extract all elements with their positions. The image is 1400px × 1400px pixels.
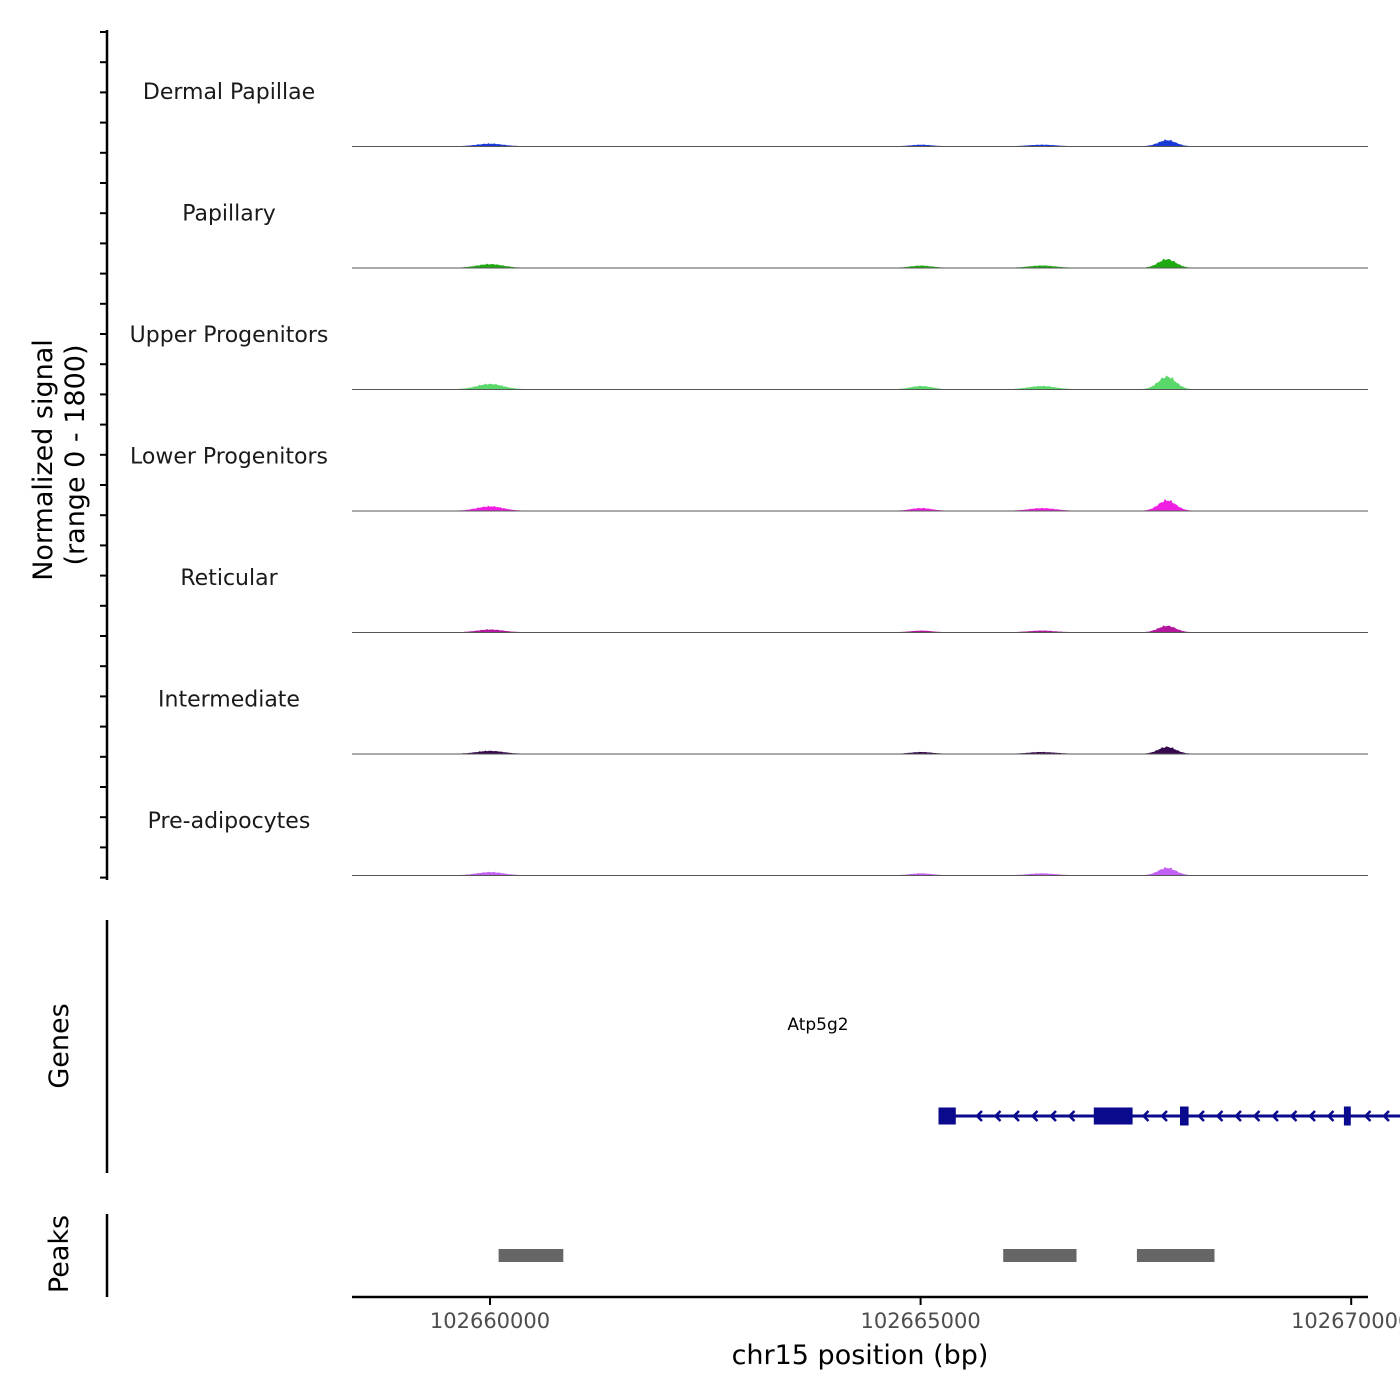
gene-exon [938, 1107, 956, 1125]
peaks-y-label: Peaks [44, 1215, 75, 1293]
strand-arrow [1049, 1110, 1057, 1122]
strand-arrow [993, 1110, 1002, 1122]
gene-model [938, 1106, 1400, 1126]
track-pre-adipocytes: Pre-adipocytes [148, 809, 1368, 876]
track-label: Papillary [182, 202, 276, 227]
track-label: Pre-adipocytes [148, 809, 311, 834]
genes-y-label: Genes [44, 1003, 75, 1088]
strand-arrow [1308, 1110, 1316, 1122]
x-axis: 1026600001026650001026700001026750001026… [352, 1295, 1400, 1333]
track-label: Lower Progenitors [130, 445, 328, 470]
track-label: Dermal Papillae [143, 80, 315, 105]
gene-exon [1343, 1106, 1351, 1126]
strand-arrow [1363, 1110, 1372, 1122]
peak-region [1003, 1249, 1077, 1262]
x-tick-label: 102670000 [1291, 1309, 1400, 1333]
peak-regions [498, 1249, 1215, 1262]
track-label: Upper Progenitors [130, 323, 329, 348]
strand-arrow [1141, 1110, 1150, 1122]
coverage-area [352, 498, 1368, 512]
track-label: Reticular [180, 566, 278, 591]
track-papillary: Papillary [182, 202, 1368, 269]
coverage-area [352, 258, 1368, 269]
coverage-area [352, 139, 1368, 147]
track-label: Intermediate [158, 688, 300, 713]
strand-arrow [1197, 1110, 1205, 1122]
coverage-area [352, 746, 1368, 755]
peak-region [1136, 1249, 1215, 1262]
strand-arrow [1382, 1110, 1390, 1122]
strand-arrow [1012, 1110, 1020, 1122]
strand-arrow [975, 1110, 983, 1122]
peak-region [498, 1249, 564, 1262]
coverage-tracks: Dermal Papillae Papillary Upper Progenitor… [130, 80, 1368, 876]
strand-arrow [1067, 1110, 1076, 1122]
coverage-axis [100, 30, 109, 880]
gene-name-label: Atp5g2 [787, 1015, 848, 1035]
x-tick-label: 102660000 [430, 1309, 550, 1333]
coverage-y-label-line1: Normalized signal [28, 339, 59, 581]
strand-arrow [1215, 1110, 1224, 1122]
strand-arrow [1289, 1110, 1298, 1122]
x-axis-title: chr15 position (bp) [732, 1340, 989, 1371]
strand-arrow [1160, 1110, 1168, 1122]
strand-arrow [1234, 1110, 1242, 1122]
track-reticular: Reticular [180, 566, 1368, 633]
track-lower-progenitors: Lower Progenitors [130, 445, 1368, 512]
gene-exon [1180, 1106, 1189, 1126]
coverage-area [352, 375, 1368, 390]
track-dermal-papillae: Dermal Papillae [143, 80, 1368, 147]
strand-arrow [1252, 1110, 1261, 1122]
strand-arrow [1030, 1110, 1039, 1122]
strand-arrow [1271, 1110, 1279, 1122]
x-tick-label: 102665000 [860, 1309, 980, 1333]
strand-arrow [1326, 1110, 1335, 1122]
gene-exon [1093, 1107, 1133, 1125]
coverage-area [352, 625, 1368, 633]
track-upper-progenitors: Upper Progenitors [130, 323, 1368, 390]
coverage-y-label-line2: (range 0 - 1800) [60, 345, 91, 566]
coverage-area [352, 866, 1368, 876]
track-intermediate: Intermediate [158, 688, 1368, 755]
